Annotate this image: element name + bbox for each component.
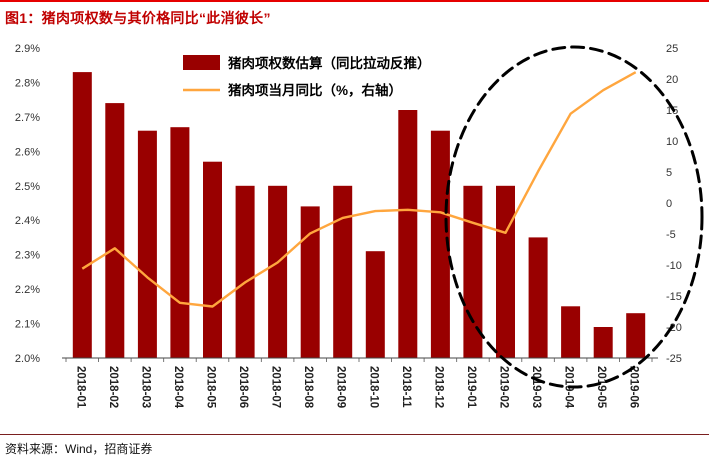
left-axis-tick-label: 2.1% <box>15 319 40 331</box>
right-axis-tick-label: 0 <box>666 198 672 210</box>
bar-2018-01 <box>72 72 92 358</box>
source-note: 资料来源：Wind，招商证券 <box>0 434 709 458</box>
left-axis-tick-label: 2.7% <box>15 112 40 124</box>
x-axis-label: 2018-06 <box>237 366 249 408</box>
right-axis-tick-label: 10 <box>666 136 678 148</box>
x-axis-label: 2019-06 <box>628 366 640 408</box>
bar-2018-11 <box>398 110 418 358</box>
legend-label-line: 猪肉项当月同比（%，右轴） <box>228 82 402 98</box>
chart-area: 2.0% 2.1% 2.2% 2.3% 2.4% 2.5% 2.6% 2.7% 2.8% 2.9%… <box>0 30 709 434</box>
bar-2019-06 <box>626 313 646 358</box>
bar-2018-12 <box>430 130 450 358</box>
bar-2018-06 <box>235 185 255 358</box>
x-axis-label: 2019-02 <box>498 366 510 408</box>
bar-2018-07 <box>268 185 288 358</box>
x-axis-label: 2018-03 <box>139 366 151 408</box>
left-axis-tick-label: 2.0% <box>15 353 40 365</box>
left-axis-tick-label: 2.8% <box>15 77 40 89</box>
x-axis-label: 2018-08 <box>302 366 314 409</box>
left-axis-tick-label: 2.4% <box>15 215 40 227</box>
x-axis-label: 2019-01 <box>465 366 477 409</box>
bar-2018-09 <box>333 185 353 358</box>
left-axis-tick-label: 2.6% <box>15 146 40 158</box>
x-axis-label: 2018-05 <box>205 366 217 409</box>
figure-title: 图1：猪肉项权数与其价格同比“此消彼长” <box>0 0 709 30</box>
right-axis-tick-label: 25 <box>666 43 678 55</box>
x-axis-label: 2018-11 <box>400 366 412 408</box>
x-axis-label: 2018-07 <box>270 366 282 408</box>
bar-2018-02 <box>105 103 125 358</box>
bar-2019-04 <box>561 306 581 358</box>
x-axis-label: 2019-03 <box>530 366 542 408</box>
bar-2018-03 <box>137 130 157 358</box>
right-axis-tick-label: 20 <box>666 74 678 86</box>
bar-2018-05 <box>203 161 222 358</box>
left-axis-tick-label: 2.2% <box>15 284 40 296</box>
legend-label-bar: 猪肉项权数估算（同比拉动反推） <box>228 55 431 71</box>
x-axis-label: 2018-09 <box>335 366 347 408</box>
left-axis-tick-label: 2.9% <box>15 43 40 55</box>
bar-2019-05 <box>593 327 613 358</box>
bar-2018-04 <box>170 127 190 358</box>
x-axis-label: 2018-10 <box>367 366 379 408</box>
x-axis-label: 2019-05 <box>595 366 607 409</box>
x-axis-label: 2018-01 <box>74 366 86 409</box>
left-axis-tick-label: 2.5% <box>15 181 40 193</box>
right-axis-tick-label: -10 <box>666 260 682 272</box>
bar-2019-03 <box>528 237 548 358</box>
right-axis-tick-label: 15 <box>666 105 678 117</box>
legend-swatch-bar-icon <box>183 55 220 70</box>
right-axis-tick-label: -15 <box>666 291 682 303</box>
x-axis-label: 2018-12 <box>432 366 444 408</box>
right-axis-tick-label: 5 <box>666 167 672 179</box>
x-axis-label: 2018-02 <box>107 366 119 408</box>
bar-2019-02 <box>496 185 515 358</box>
pork-weight-vs-yoy-chart: 2.0% 2.1% 2.2% 2.3% 2.4% 2.5% 2.6% 2.7% 2.8% 2.9%… <box>15 43 704 409</box>
x-axis-label: 2018-04 <box>172 366 184 409</box>
right-axis-tick-label: -5 <box>666 229 676 241</box>
bar-2018-08 <box>300 206 320 358</box>
annotation-ellipse <box>444 45 704 389</box>
left-axis-tick-label: 2.3% <box>15 250 40 262</box>
bar-2018-10 <box>365 251 385 358</box>
right-axis-tick-label: -25 <box>666 353 682 365</box>
yoy-line-series <box>81 71 637 308</box>
